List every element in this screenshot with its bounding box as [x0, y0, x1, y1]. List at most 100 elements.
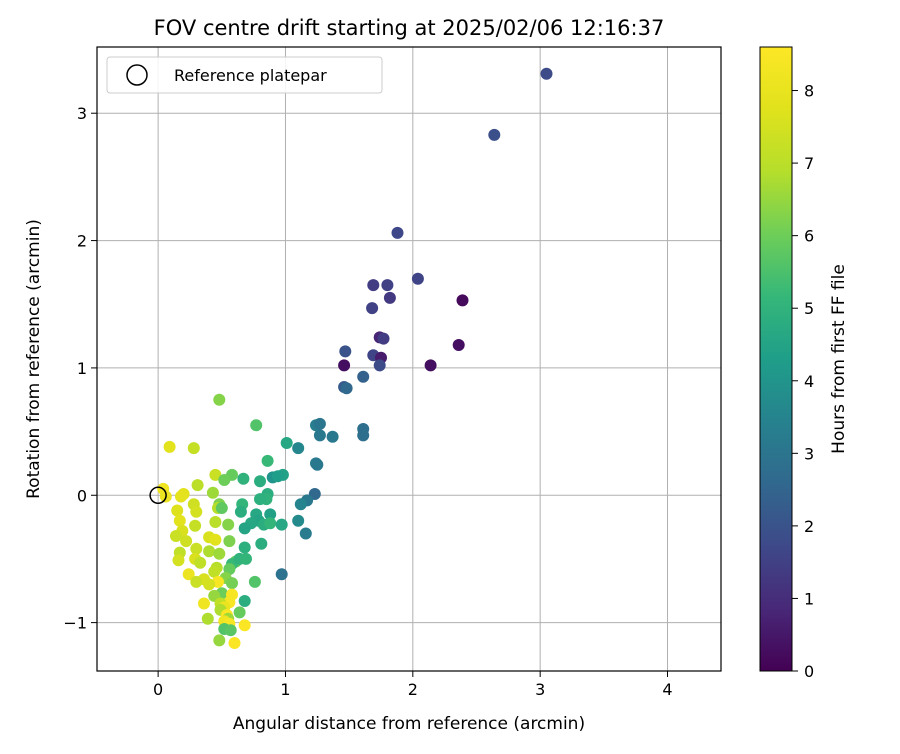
data-point: [313, 417, 326, 430]
data-point: [223, 535, 236, 548]
data-point: [299, 527, 312, 540]
data-point: [206, 486, 219, 499]
chart-title: FOV centre drift starting at 2025/02/06 …: [154, 16, 665, 40]
y-tick-label: 0: [77, 486, 87, 505]
colorbar-label: Hours from first FF file: [829, 264, 849, 454]
data-point: [222, 518, 235, 531]
y-axis-ticks: −1 0 1 2 3: [63, 104, 97, 633]
data-point: [275, 568, 288, 581]
data-point: [261, 454, 274, 467]
data-point: [173, 514, 186, 527]
data-point: [213, 634, 226, 647]
colorbar-tick-label: 2: [804, 517, 814, 536]
data-point: [228, 637, 241, 649]
data-point: [190, 505, 203, 518]
data-point: [238, 522, 251, 535]
data-point: [292, 442, 305, 455]
data-point: [338, 359, 351, 372]
data-point: [456, 294, 469, 307]
data-point: [488, 128, 501, 141]
data-point: [373, 359, 386, 372]
data-point: [209, 468, 222, 481]
data-point: [367, 279, 380, 292]
data-point: [163, 440, 176, 453]
colorbar-tick-label: 8: [804, 82, 814, 101]
data-point: [218, 474, 231, 486]
data-point: [366, 302, 379, 315]
data-point: [189, 519, 202, 532]
data-point: [171, 504, 184, 517]
x-tick-label: 2: [408, 680, 418, 699]
data-point: [209, 516, 222, 528]
colorbar-tick-label: 6: [804, 227, 814, 246]
data-point: [377, 332, 390, 345]
data-point: [238, 619, 251, 632]
x-tick-label: 3: [535, 680, 545, 699]
data-point: [182, 568, 195, 581]
data-point: [411, 272, 424, 285]
legend-open-circle-icon: [126, 64, 148, 86]
data-point: [226, 577, 238, 590]
colorbar-tick-label: 1: [804, 589, 814, 608]
data-point: [248, 575, 261, 588]
data-point: [175, 490, 187, 503]
data-point: [381, 279, 394, 292]
data-point: [311, 458, 324, 471]
x-axis-ticks: 0 1 2 3 4: [153, 671, 673, 699]
data-point: [234, 505, 247, 518]
data-point: [452, 339, 465, 351]
grid-lines: [97, 47, 721, 671]
y-tick-label: 1: [77, 359, 87, 378]
x-tick-label: 1: [280, 680, 290, 699]
data-point: [292, 514, 305, 527]
data-point: [254, 493, 266, 506]
data-point: [424, 359, 437, 372]
data-point: [190, 575, 203, 588]
legend-entry-reference: Reference platepar: [174, 66, 327, 85]
y-tick-label: 2: [77, 232, 87, 251]
data-point: [391, 226, 404, 239]
data-point: [172, 554, 185, 567]
colorbar-tick-label: 3: [804, 444, 814, 463]
colorbar-tick-label: 0: [804, 662, 814, 681]
data-point: [238, 541, 251, 554]
data-point: [339, 345, 352, 358]
y-axis-label: Rotation from reference (arcmin): [24, 219, 44, 499]
data-point: [215, 502, 228, 514]
colorbar-tick-label: 4: [804, 372, 814, 391]
data-point: [383, 291, 396, 304]
colorbar-tick-label: 7: [804, 154, 814, 173]
data-point: [255, 537, 268, 550]
colorbar-gradient: [759, 46, 793, 672]
data-point: [209, 533, 222, 546]
data-point: [240, 552, 252, 565]
data-point: [271, 470, 284, 483]
data-point: [233, 606, 246, 619]
data-point: [180, 535, 193, 548]
data-point: [203, 545, 216, 558]
x-tick-label: 4: [662, 680, 672, 699]
data-point: [264, 517, 277, 530]
data-point: [237, 472, 250, 485]
colorbar-tick-label: 5: [804, 299, 814, 318]
data-point: [275, 518, 288, 531]
data-point: [213, 547, 226, 560]
data-point: [198, 597, 210, 610]
data-point: [254, 475, 266, 488]
y-tick-label: −1: [63, 614, 87, 633]
data-point: [203, 578, 216, 591]
data-point: [340, 382, 353, 395]
legend-box: [106, 56, 383, 94]
data-point: [194, 556, 207, 569]
data-point: [191, 479, 204, 492]
data-point: [294, 498, 307, 511]
data-point: [190, 542, 203, 555]
x-axis-label: Angular distance from reference (arcmin): [233, 714, 585, 734]
colorbar: 0 1 2 3 4 5 6 7 8 Hours from first FF file: [759, 46, 849, 681]
x-tick-label: 0: [153, 680, 163, 699]
data-point: [213, 393, 226, 406]
reference-platepar-marker: [149, 486, 167, 505]
data-point: [208, 565, 221, 578]
data-point: [201, 612, 214, 625]
